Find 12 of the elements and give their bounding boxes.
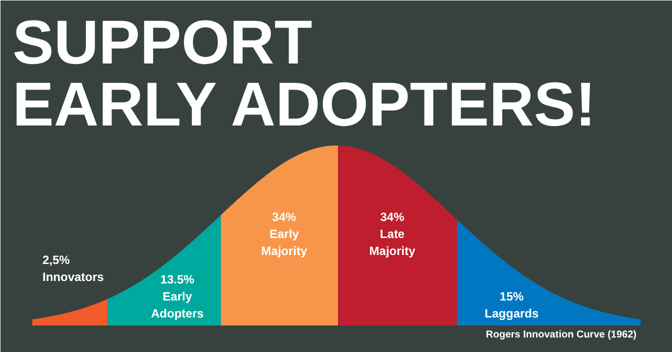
category-label: Early Majority [261,227,308,258]
category-label: Late Majority [369,227,416,258]
category-label: Early Adopters [150,290,204,321]
data-label: 34% [380,210,405,224]
data-label: 2,5% [42,252,70,267]
data-label: 15% [500,290,524,304]
category-label: Innovators [42,270,104,284]
data-label: 13.5% [160,272,195,287]
category-label: Laggards [484,306,540,321]
data-label: 34% [272,210,297,224]
text: SUPPORT EARLY ADOPTERS! [12,8,596,140]
text: Rogers Innovation Curve (1962) [486,330,637,340]
